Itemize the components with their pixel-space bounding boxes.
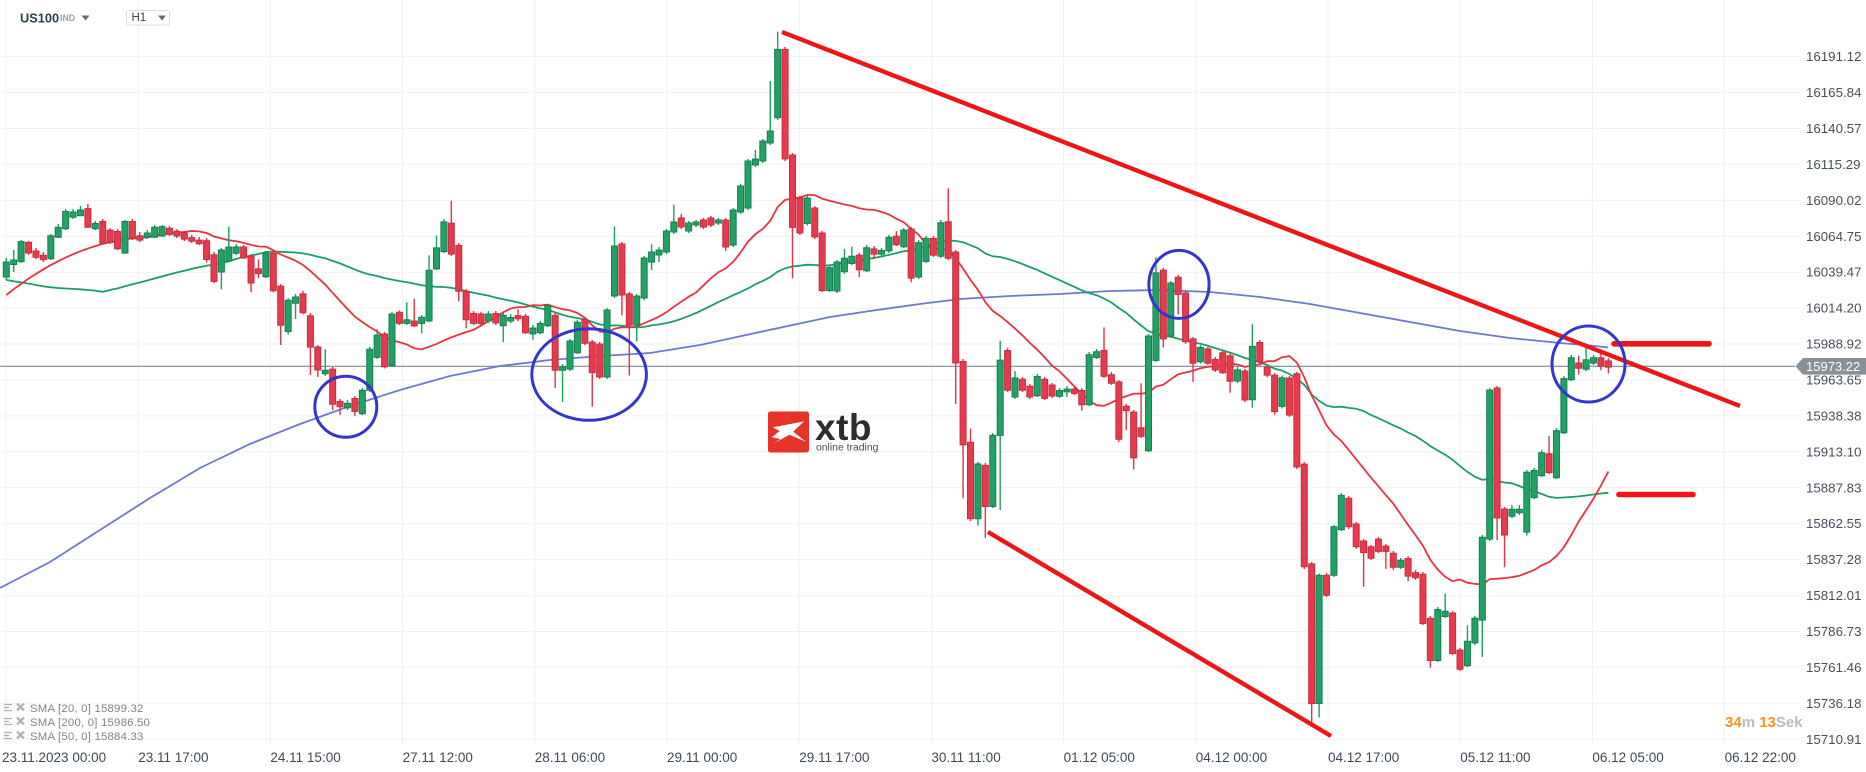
svg-text:15938.38: 15938.38 — [1806, 408, 1861, 423]
svg-text:15862.55: 15862.55 — [1806, 516, 1861, 531]
svg-text:15812.01: 15812.01 — [1806, 588, 1861, 603]
svg-text:15710.91: 15710.91 — [1806, 732, 1861, 747]
svg-text:23.11 17:00: 23.11 17:00 — [138, 750, 208, 765]
svg-text:H1: H1 — [132, 12, 147, 24]
svg-text:29.11 00:00: 29.11 00:00 — [667, 750, 737, 765]
svg-text:24.11 15:00: 24.11 15:00 — [270, 750, 340, 765]
svg-text:04.12 17:00: 04.12 17:00 — [1328, 750, 1399, 765]
svg-text:16115.29: 16115.29 — [1806, 157, 1860, 172]
svg-text:16140.57: 16140.57 — [1806, 121, 1861, 136]
svg-text:SMA [20, 0] 15899.32: SMA [20, 0] 15899.32 — [30, 703, 144, 715]
svg-text:SMA [50, 0] 15884.33: SMA [50, 0] 15884.33 — [30, 731, 144, 743]
svg-text:16090.02: 16090.02 — [1806, 193, 1861, 208]
svg-text:SMA [200, 0] 15986.50: SMA [200, 0] 15986.50 — [30, 717, 150, 729]
svg-text:05.12 11:00: 05.12 11:00 — [1460, 750, 1530, 765]
svg-text:16014.20: 16014.20 — [1806, 301, 1861, 316]
svg-text:15988.92: 15988.92 — [1806, 337, 1861, 352]
svg-text:27.11 12:00: 27.11 12:00 — [403, 750, 473, 765]
svg-text:06.12 22:00: 06.12 22:00 — [1725, 750, 1796, 765]
svg-text:15913.10: 15913.10 — [1806, 444, 1861, 459]
svg-text:29.11 17:00: 29.11 17:00 — [799, 750, 869, 765]
svg-text:06.12 05:00: 06.12 05:00 — [1592, 750, 1663, 765]
svg-text:16064.75: 16064.75 — [1806, 229, 1861, 244]
svg-text:15736.18: 15736.18 — [1806, 696, 1861, 711]
svg-text:16191.12: 16191.12 — [1806, 49, 1861, 64]
svg-text:US100: US100 — [20, 11, 59, 26]
svg-text:15761.46: 15761.46 — [1806, 660, 1861, 675]
svg-text:16165.84: 16165.84 — [1806, 85, 1861, 100]
svg-text:15963.65: 15963.65 — [1806, 373, 1861, 388]
svg-text:15973.22: 15973.22 — [1806, 359, 1860, 374]
svg-text:15887.83: 15887.83 — [1806, 480, 1861, 495]
svg-text:23.11.2023 00:00: 23.11.2023 00:00 — [2, 750, 106, 765]
svg-text:15786.73: 15786.73 — [1806, 624, 1861, 639]
svg-text:online trading: online trading — [816, 443, 879, 454]
svg-text:30.11 11:00: 30.11 11:00 — [931, 750, 1000, 765]
svg-text:16039.47: 16039.47 — [1806, 265, 1861, 280]
svg-text:IND: IND — [60, 13, 75, 23]
svg-text:34m 13Sek: 34m 13Sek — [1725, 714, 1803, 731]
svg-text:04.12 00:00: 04.12 00:00 — [1196, 750, 1267, 765]
svg-text:xtb: xtb — [815, 407, 872, 448]
svg-text:15837.28: 15837.28 — [1806, 552, 1861, 567]
svg-text:01.12 05:00: 01.12 05:00 — [1064, 750, 1135, 765]
svg-text:28.11 06:00: 28.11 06:00 — [535, 750, 605, 765]
